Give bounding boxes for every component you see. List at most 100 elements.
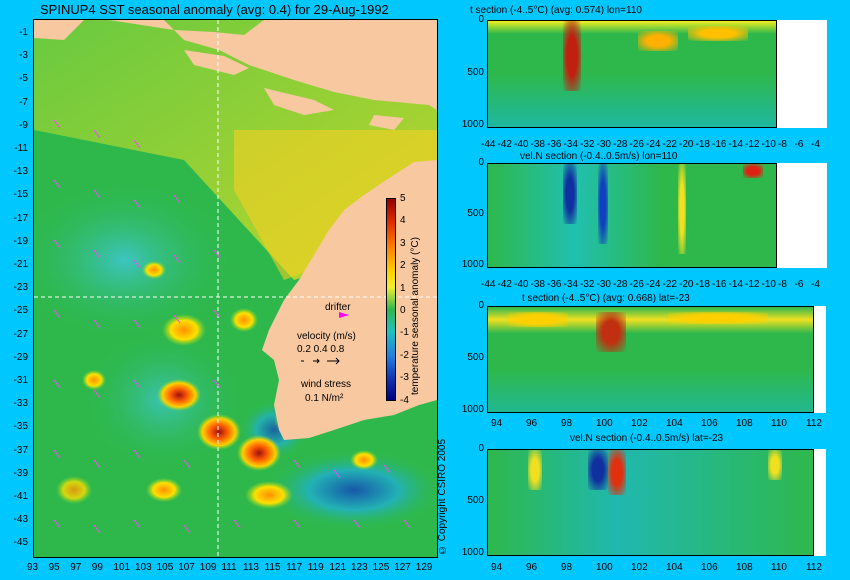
lon-tick-label: 103 bbox=[135, 562, 152, 573]
section-axis-tick: -38 bbox=[530, 139, 545, 150]
lon-tick-label: 115 bbox=[264, 562, 281, 573]
section-axis-tick: -18 bbox=[695, 139, 710, 150]
section-axis-tick: -22 bbox=[662, 139, 677, 150]
section-axis-tick: -40 bbox=[514, 279, 529, 290]
section-axis-tick: -14 bbox=[728, 279, 743, 290]
section-axis-tick: 106 bbox=[701, 562, 718, 573]
section-depth-tick: 1000 bbox=[461, 547, 484, 559]
section-axis-tick: -10 bbox=[761, 279, 776, 290]
lat-tick-label: -37 bbox=[13, 444, 28, 456]
section-feature bbox=[608, 450, 626, 495]
lon-tick-label: 93 bbox=[27, 562, 39, 573]
section-feature bbox=[678, 164, 686, 254]
section-feature bbox=[596, 312, 626, 352]
section-axis-tick: -42 bbox=[497, 139, 512, 150]
section-plot[interactable] bbox=[487, 163, 777, 268]
velocity-arrows bbox=[297, 356, 347, 369]
section-plot[interactable] bbox=[487, 449, 814, 556]
velocity-title: velocity (m/s) bbox=[297, 331, 356, 342]
lon-tick-label: 119 bbox=[307, 562, 324, 573]
lon-tick-label: 129 bbox=[415, 562, 433, 573]
lat-tick-label: -31 bbox=[13, 375, 28, 386]
lon-tick-label: 111 bbox=[221, 562, 237, 573]
section-axis-tick: -6 bbox=[794, 279, 804, 290]
map-lat-axis: -1 -3 -5 -7 -9 -11 -13 -15 -17 -19 -21 -23 -25 -27 -29… bbox=[0, 19, 30, 558]
section-axis-tick: 104 bbox=[666, 562, 683, 573]
section-axis-tick: 94 bbox=[491, 418, 503, 429]
section-feature bbox=[743, 164, 763, 178]
section-axis-tick: -10 bbox=[761, 139, 776, 150]
section-axis-tick: 106 bbox=[701, 418, 718, 429]
section-axis-tick: 108 bbox=[736, 418, 753, 429]
section-nodata bbox=[814, 306, 826, 413]
section-axis-tick: -16 bbox=[712, 139, 727, 150]
section-plot[interactable] bbox=[487, 20, 777, 128]
section-depth-tick: 500 bbox=[467, 495, 484, 507]
lat-tick-label: -13 bbox=[13, 166, 28, 178]
section-feature bbox=[688, 26, 748, 41]
section-axis-tick: -4 bbox=[811, 139, 820, 150]
section-depth-tick: 0 bbox=[478, 443, 484, 454]
section-axis-tick: -44 bbox=[481, 279, 496, 290]
lon-tick-label: 109 bbox=[199, 562, 217, 573]
lat-tick-label: -15 bbox=[13, 189, 28, 201]
section-axis-tick: 94 bbox=[491, 562, 503, 573]
lat-tick-label: -21 bbox=[13, 259, 28, 270]
lon-tick-label: 107 bbox=[178, 562, 195, 573]
section-axis-tick: -28 bbox=[613, 139, 628, 150]
section-axis-tick: -38 bbox=[530, 279, 545, 290]
section-axis-tick: -32 bbox=[580, 139, 595, 150]
section-axis-tick: -28 bbox=[613, 279, 628, 290]
colorbar-tick-label: 3 bbox=[400, 237, 406, 249]
colorbar bbox=[386, 198, 396, 401]
section-axis-tick: -36 bbox=[547, 139, 562, 150]
section-axis-tick: -8 bbox=[778, 279, 787, 290]
section-panel-title: t section (-4..5°C) (avg: 0.668) lat=-23 bbox=[522, 293, 690, 304]
lat-tick-label: -25 bbox=[13, 305, 28, 317]
section-axis-tick: -12 bbox=[745, 279, 760, 290]
section-axis-tick: 102 bbox=[631, 562, 648, 573]
section-axis-tick: 112 bbox=[806, 562, 822, 573]
section-feature bbox=[508, 312, 568, 327]
section-axis-tick: 100 bbox=[596, 562, 613, 573]
map-title: SPINUP4 SST seasonal anomaly (avg: 0.4) … bbox=[40, 2, 389, 17]
section-axis-tick: -36 bbox=[547, 279, 562, 290]
section-depth-tick: 1000 bbox=[461, 259, 484, 271]
section-depth-tick: 500 bbox=[467, 352, 484, 364]
section-feature bbox=[638, 31, 678, 51]
section-feature bbox=[563, 21, 581, 91]
sst-map[interactable] bbox=[14, 19, 444, 558]
section-axis-tick: -16 bbox=[712, 279, 727, 290]
lat-tick-label: -43 bbox=[13, 514, 28, 526]
section-axis-tick: -34 bbox=[563, 279, 578, 290]
wind-arrows bbox=[53, 119, 411, 534]
lon-tick-label: 125 bbox=[372, 562, 390, 573]
lon-tick-label: 123 bbox=[351, 562, 368, 573]
section-axis-tick: -24 bbox=[646, 139, 661, 150]
section-axis-tick: -24 bbox=[646, 279, 661, 290]
lon-tick-label: 99 bbox=[91, 562, 103, 573]
lat-tick-label: -7 bbox=[19, 96, 28, 108]
section-feature bbox=[768, 450, 782, 480]
section-depth-tick: 500 bbox=[467, 66, 484, 78]
sst-map-canvas bbox=[14, 20, 444, 557]
section-depth-tick: 500 bbox=[467, 208, 484, 220]
section-axis-tick: -30 bbox=[596, 279, 611, 290]
section-plot[interactable] bbox=[487, 306, 814, 413]
wind-stress-scale: 0.1 N/m² bbox=[305, 393, 344, 404]
section-axis-tick: -40 bbox=[514, 139, 529, 150]
colorbar-tick-label: -3 bbox=[400, 372, 409, 384]
lat-tick-label: -3 bbox=[19, 50, 28, 62]
colorbar-tick-label: 1 bbox=[400, 282, 406, 294]
section-axis-tick: -4 bbox=[811, 279, 820, 290]
lat-tick-label: -41 bbox=[13, 491, 28, 502]
lon-tick-label: 121 bbox=[329, 562, 347, 573]
lat-tick-label: -39 bbox=[13, 467, 28, 479]
section-depth-tick: 1000 bbox=[461, 119, 484, 131]
copyright: © Copyright CSIRO 2005 bbox=[437, 438, 448, 555]
section-axis-tick: 96 bbox=[526, 418, 538, 429]
section-axis-tick: 98 bbox=[561, 562, 573, 573]
section-axis-tick: -12 bbox=[745, 139, 760, 150]
lat-tick-label: -27 bbox=[13, 328, 28, 340]
section-feature bbox=[598, 164, 608, 244]
